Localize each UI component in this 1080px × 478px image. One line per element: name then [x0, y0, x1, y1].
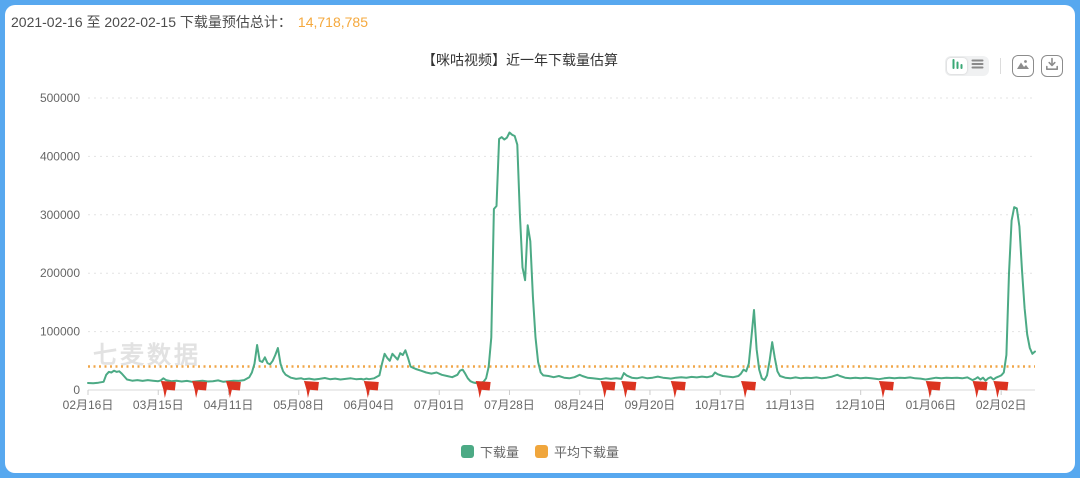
save-image-button[interactable]: [1012, 55, 1034, 77]
x-axis-label: 03月15日: [133, 398, 184, 412]
table-view-toggle[interactable]: [967, 58, 987, 74]
download-data-button[interactable]: [1041, 55, 1063, 77]
y-axis-label: 100000: [40, 325, 80, 339]
toolbar-separator: [1000, 58, 1001, 74]
chart-toolbar: [945, 54, 1063, 78]
downloads-series-line: [87, 131, 1036, 385]
version-flag-marker[interactable]: [741, 381, 757, 398]
list-icon: [971, 57, 984, 75]
version-flag-marker[interactable]: [972, 381, 988, 398]
version-flag-marker[interactable]: [670, 381, 686, 398]
version-flag-marker[interactable]: [878, 381, 894, 398]
average-downloads-legend-label: 平均下载量: [554, 445, 620, 460]
version-flag-marker[interactable]: [621, 381, 637, 398]
x-axis-label: 08月24日: [554, 398, 605, 412]
downloads-legend-swatch: [460, 445, 474, 458]
x-axis-label: 07月28日: [484, 398, 535, 412]
legend-item-average-downloads[interactable]: 平均下载量: [535, 442, 619, 461]
x-axis-label: 04月11日: [204, 398, 254, 412]
summary-total-value: 14,718,785: [297, 14, 368, 30]
legend-item-downloads[interactable]: 下载量: [460, 442, 519, 461]
y-axis-label: 300000: [40, 208, 80, 222]
chart-plot-area[interactable]: [88, 98, 1035, 390]
view-toggle-group: [945, 56, 989, 76]
version-flag-marker[interactable]: [363, 381, 379, 398]
page-title: 【咪咕视频】近一年下载量估算: [422, 52, 618, 68]
average-downloads-legend-swatch: [535, 445, 548, 458]
version-flag-marker[interactable]: [303, 381, 319, 398]
x-axis-label: 10月17日: [695, 398, 746, 412]
x-axis-label: 01月06日: [906, 398, 957, 412]
version-flag-marker[interactable]: [225, 381, 241, 398]
y-axis-label: 0: [73, 383, 80, 397]
chart-card: 2021-02-16 至 2022-02-15 下载量预估总计： 14,718,7…: [5, 5, 1075, 473]
image-icon: [1016, 57, 1030, 76]
chart-view-toggle[interactable]: [947, 58, 967, 74]
y-axis-label: 200000: [40, 266, 80, 280]
bar-chart-icon: [951, 57, 964, 75]
y-axis-label: 500000: [40, 91, 80, 105]
chart-legend: 下载量 平均下载量: [5, 442, 1075, 461]
x-axis-label: 12月10日: [835, 398, 886, 412]
version-flag-marker[interactable]: [993, 381, 1009, 398]
qimai-watermark: 七麦数据: [93, 335, 201, 370]
summary-label: 2021-02-16 至 2022-02-15 下载量预估总计：: [11, 14, 292, 30]
version-flag-marker[interactable]: [475, 381, 491, 398]
x-axis-label: 07月01日: [414, 398, 465, 412]
x-axis-label: 02月16日: [63, 398, 114, 412]
version-flag-marker[interactable]: [192, 381, 208, 398]
version-flag-marker[interactable]: [160, 381, 176, 398]
x-axis-label: 11月13日: [766, 398, 816, 412]
x-axis-label: 09月20日: [625, 398, 676, 412]
download-trend-chart[interactable]: 0 100000 200000 300000 400000 500000 02月16日 03月…: [5, 5, 1075, 473]
y-axis-label: 400000: [40, 149, 80, 163]
x-axis-label: 02月02日: [976, 398, 1027, 412]
version-flag-marker[interactable]: [600, 381, 616, 398]
download-icon: [1045, 57, 1059, 76]
downloads-legend-label: 下载量: [479, 445, 519, 460]
version-flag-marker[interactable]: [925, 381, 941, 398]
x-axis-label: 05月08日: [273, 398, 324, 412]
x-axis-label: 06月04日: [344, 398, 395, 412]
summary-bar: 2021-02-16 至 2022-02-15 下载量预估总计： 14,718,7…: [11, 12, 368, 32]
